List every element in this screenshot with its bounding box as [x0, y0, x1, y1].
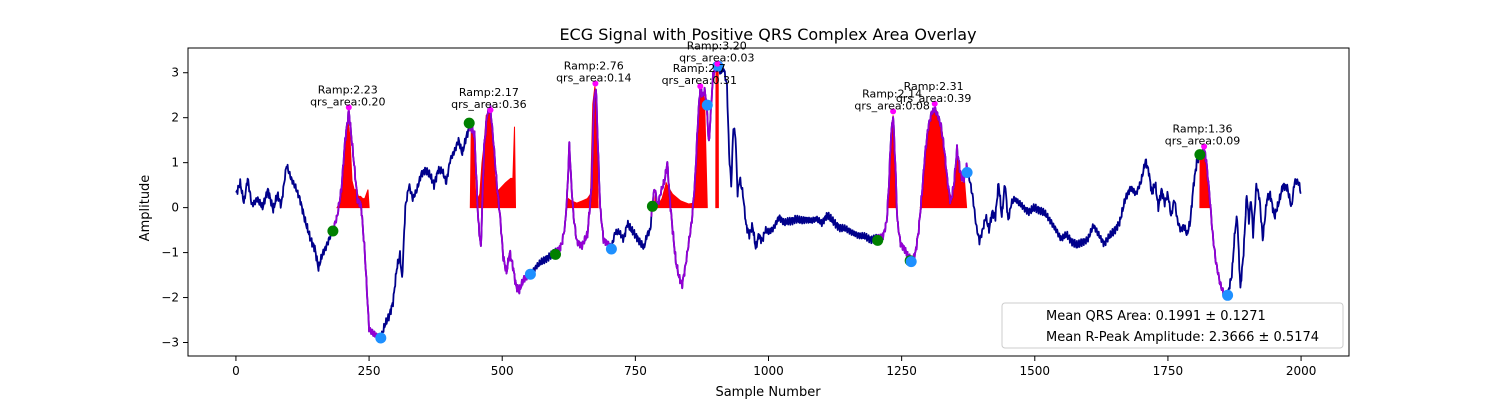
qrs-onset-marker-5	[872, 234, 884, 246]
qrs-onset-marker-3	[550, 248, 561, 260]
chart-title: ECG Signal with Positive QRS Complex Are…	[559, 25, 976, 44]
annotation-ramp-4: Ramp:2.7	[673, 62, 726, 75]
annotation-qrs-area-2: qrs_area:0.36	[451, 98, 526, 111]
annotation-ramp-6: Ramp:2.14	[862, 87, 922, 100]
annotation-ramp-5: Ramp:3.20	[687, 40, 747, 53]
ecg-signal-line	[235, 62, 1302, 342]
qrs-segment-2	[468, 105, 532, 295]
x-tick-label-7: 1500	[1020, 364, 1051, 378]
x-tick-label-1: 0	[232, 364, 240, 378]
annotation-ramp-3: Ramp:2.76	[564, 60, 624, 73]
annotation-qrs-area-6: qrs_area:0.08	[854, 99, 929, 112]
annotation-qrs-area-1: qrs_area:0.20	[310, 95, 385, 108]
y-tick-label-4: 0	[171, 201, 179, 215]
r-peak-marker-4	[697, 83, 704, 90]
x-tick-label-9: 2000	[1286, 364, 1317, 378]
r-peak-marker-2	[487, 107, 494, 113]
qrs-onset-marker-1	[327, 225, 339, 237]
y-tick-label-2: −2	[161, 291, 179, 305]
y-tick-label-5: 1	[171, 156, 179, 170]
y-tick-label-7: 3	[171, 66, 179, 80]
qrs-segment-3	[554, 88, 613, 257]
x-tick-label-5: 1000	[753, 364, 784, 378]
annotation-qrs-area-4: qrs_area:0.31	[662, 74, 737, 87]
annotation-ramp-7: Ramp:2.31	[904, 80, 964, 93]
qrs-segment-4	[650, 85, 709, 290]
y-axis-label: Amplitude	[138, 175, 153, 242]
qrs-offset-marker-4	[701, 99, 713, 111]
x-tick-label-3: 500	[491, 364, 514, 378]
r-peak-marker-6	[890, 108, 897, 115]
r-peak-marker-7	[931, 100, 938, 107]
x-tick-label-4: 750	[624, 364, 647, 378]
qrs-offset-marker-7	[961, 167, 973, 178]
annotation-qrs-area-8: qrs_area:0.09	[1165, 135, 1240, 148]
qrs-segment-7	[909, 106, 968, 266]
qrs-onset-marker-7	[1194, 149, 1206, 161]
qrs-offset-marker-3	[605, 243, 617, 255]
r-peak-marker-3	[592, 80, 599, 87]
r-peak-marker-8	[1201, 143, 1208, 150]
y-tick-label-3: −1	[161, 246, 179, 260]
legend-box	[1001, 302, 1344, 349]
annotation-ramp-2: Ramp:2.17	[459, 86, 519, 99]
plot-area: Ramp:2.23qrs_area:0.20Ramp:2.17qrs_area:…	[235, 40, 1302, 344]
legend-entry-mean-qrs-area: Mean QRS Area: 0.1991 ± 0.1271	[1046, 309, 1266, 324]
qrs-segment-1	[330, 109, 382, 342]
qrs-offset-marker-8	[1222, 289, 1234, 301]
x-tick-label-6: 1250	[886, 364, 917, 378]
x-axis-label: Sample Number	[715, 385, 821, 400]
r-peak-marker-5	[714, 60, 721, 67]
r-peak-marker-1	[345, 104, 352, 111]
qrs-segment-6	[876, 116, 912, 263]
qrs-area-fill-2	[469, 109, 517, 209]
legend: Mean QRS Area: 0.1991 ± 0.1271 Mean R-Pe…	[1001, 302, 1344, 349]
x-tick-label-8: 1750	[1153, 364, 1184, 378]
annotation-ramp-1: Ramp:2.23	[318, 83, 378, 96]
annotation-qrs-area-3: qrs_area:0.14	[556, 72, 631, 85]
qrs-onset-marker-2	[463, 117, 475, 129]
qrs-area-fill-5	[715, 68, 719, 209]
qrs-offset-marker-6	[905, 256, 917, 268]
x-tick-label-2: 250	[358, 364, 381, 378]
axes: 0 250 500 750 1000 1250 1500 1750 2000 −3 −2 −1 0 1 2 3	[161, 47, 1350, 378]
legend-entry-mean-r-peak-amplitude: Mean R-Peak Amplitude: 2.3666 ± 0.5174	[1046, 330, 1319, 345]
qrs-offset-marker-2	[524, 268, 536, 280]
y-tick-label-6: 2	[171, 111, 179, 125]
qrs-offset-marker-1	[375, 332, 387, 344]
qrs-segment-8	[1199, 146, 1229, 300]
annotation-ramp-8: Ramp:1.36	[1172, 123, 1232, 136]
y-tick-label-1: −3	[161, 336, 179, 350]
qrs-onset-marker-4	[646, 200, 658, 212]
annotation-qrs-area-7: qrs_area:0.39	[896, 92, 971, 105]
annotation-qrs-area-5: qrs_area:0.03	[679, 52, 754, 65]
